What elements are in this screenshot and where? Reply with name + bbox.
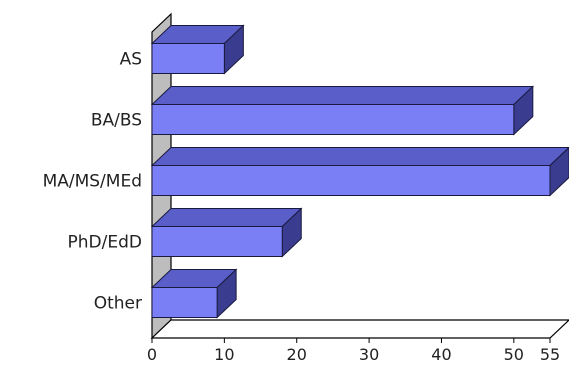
tick-label: 50 xyxy=(504,345,524,364)
category-label: PhD/EdD xyxy=(68,233,142,253)
bar-top-face xyxy=(150,208,303,227)
category-label: Other xyxy=(94,294,142,314)
bar xyxy=(150,146,569,197)
bar xyxy=(150,207,303,258)
floor-plane xyxy=(150,319,569,339)
category-label: MA/MS/MEd xyxy=(43,172,142,192)
bar-front-face xyxy=(151,165,551,196)
tick-label: 55 xyxy=(540,345,560,364)
tick-label: 40 xyxy=(431,345,451,364)
bars xyxy=(150,24,569,319)
bar xyxy=(150,85,535,136)
x-axis-ticks: 0 10 20 30 40 50 55 xyxy=(147,338,560,364)
bar-front-face xyxy=(151,287,218,318)
bar-front-face xyxy=(151,104,515,135)
category-label: BA/BS xyxy=(91,111,142,131)
bar xyxy=(150,24,245,75)
tick-label: 10 xyxy=(214,345,234,364)
tick-label: 0 xyxy=(147,345,157,364)
bar-top-face xyxy=(150,86,535,105)
bar-top-face xyxy=(150,147,569,166)
tick-label: 30 xyxy=(359,345,379,364)
bar-front-face xyxy=(151,226,283,257)
bar xyxy=(150,268,238,319)
bar-front-face xyxy=(151,43,225,74)
tick-label: 20 xyxy=(287,345,307,364)
category-labels: AS BA/BS MA/MS/MEd PhD/EdD Other xyxy=(43,50,142,314)
category-label: AS xyxy=(120,50,142,70)
chart-floor xyxy=(150,319,569,339)
